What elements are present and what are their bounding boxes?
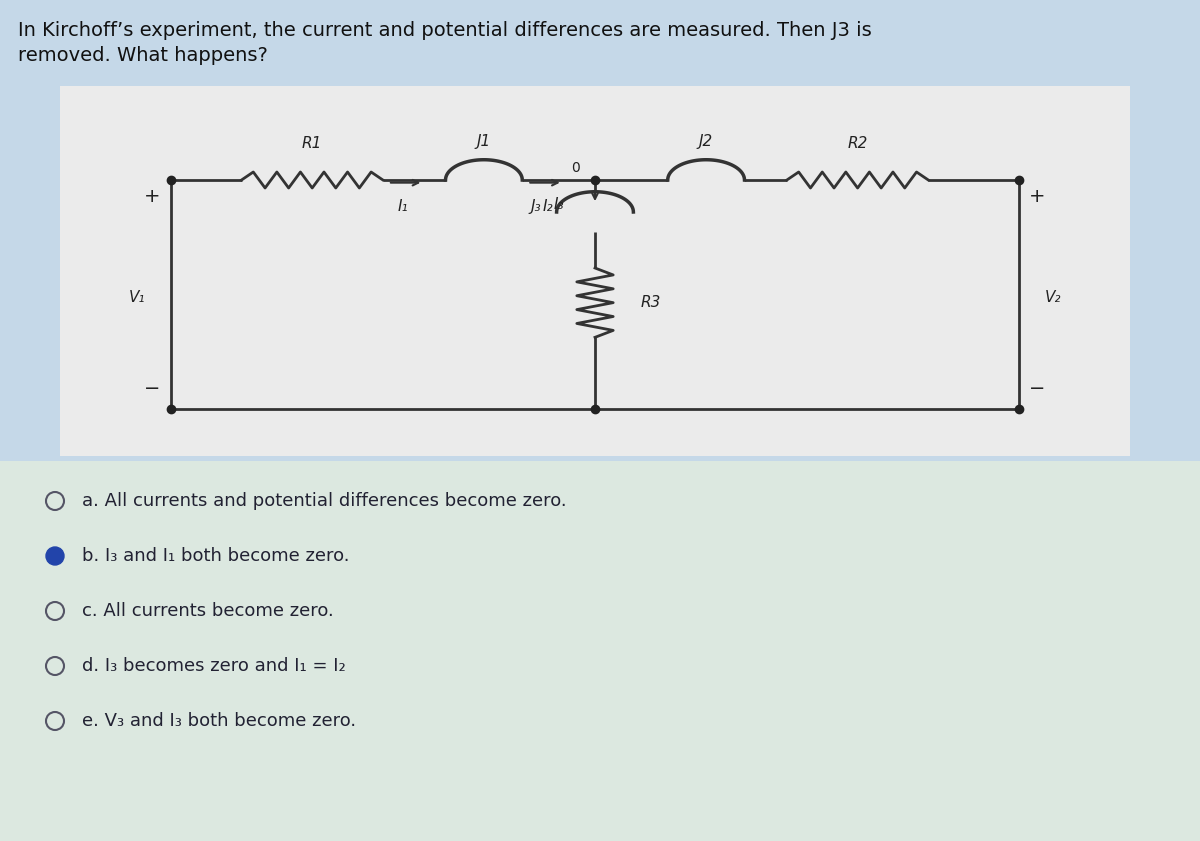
Text: b. I₃ and I₁ both become zero.: b. I₃ and I₁ both become zero. [82,547,349,565]
Text: V₁: V₁ [130,290,145,304]
Text: removed. What happens?: removed. What happens? [18,46,268,65]
Text: +: + [144,187,161,205]
Text: R3: R3 [641,295,661,310]
Text: R2: R2 [847,135,868,151]
Text: I₂: I₂ [542,198,553,214]
Text: In Kirchoff’s experiment, the current and potential differences are measured. Th: In Kirchoff’s experiment, the current an… [18,21,871,40]
Text: −: − [144,378,161,398]
Text: J₃: J₃ [530,199,541,214]
Text: −: − [1030,378,1045,398]
Text: e. V₃ and I₃ both become zero.: e. V₃ and I₃ both become zero. [82,712,356,730]
Text: c. All currents become zero.: c. All currents become zero. [82,602,334,620]
Text: J1: J1 [476,134,491,149]
FancyBboxPatch shape [0,461,1200,841]
Text: 0: 0 [571,161,580,175]
Text: I₁: I₁ [397,198,408,214]
Text: I₃: I₃ [554,197,565,211]
Circle shape [46,547,64,565]
Text: V₂: V₂ [1044,290,1061,304]
Text: +: + [1030,187,1046,205]
FancyBboxPatch shape [60,86,1130,456]
Text: J2: J2 [698,134,713,149]
Text: d. I₃ becomes zero and I₁ = I₂: d. I₃ becomes zero and I₁ = I₂ [82,657,346,675]
Text: a. All currents and potential differences become zero.: a. All currents and potential difference… [82,492,566,510]
Text: R1: R1 [302,135,323,151]
